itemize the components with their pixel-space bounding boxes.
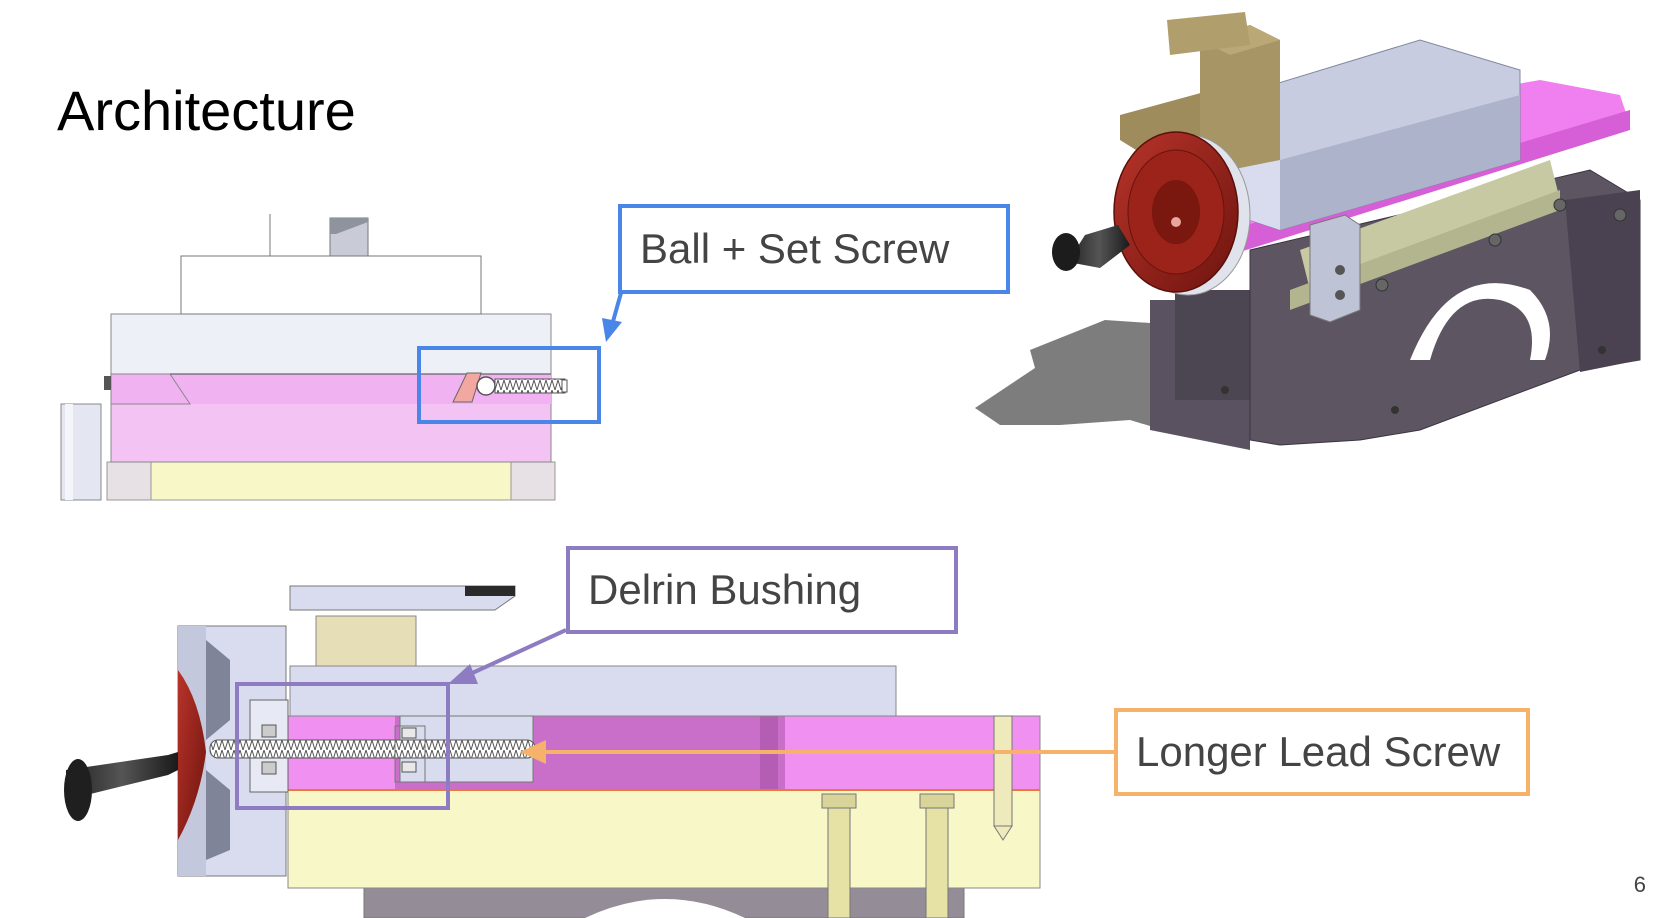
ball-set-screw-highlight bbox=[417, 346, 601, 424]
isometric-view bbox=[975, 12, 1641, 450]
delrin-bushing-label: Delrin Bushing bbox=[588, 566, 862, 613]
longer-lead-screw-callout: Longer Lead Screw bbox=[1114, 708, 1530, 796]
page-number: 6 bbox=[1633, 872, 1646, 897]
slide-title: Architecture bbox=[57, 79, 356, 142]
ball-set-screw-arrow bbox=[610, 292, 623, 326]
delrin-bushing-highlight bbox=[235, 682, 450, 810]
delrin-bushing-arrow bbox=[467, 628, 567, 677]
ball-set-screw-label: Ball + Set Screw bbox=[640, 225, 950, 272]
longer-lead-screw-label: Longer Lead Screw bbox=[1136, 728, 1501, 775]
top-section-view bbox=[60, 214, 568, 501]
ball-set-screw-callout: Ball + Set Screw bbox=[618, 204, 1010, 294]
delrin-bushing-callout: Delrin Bushing bbox=[566, 546, 958, 634]
